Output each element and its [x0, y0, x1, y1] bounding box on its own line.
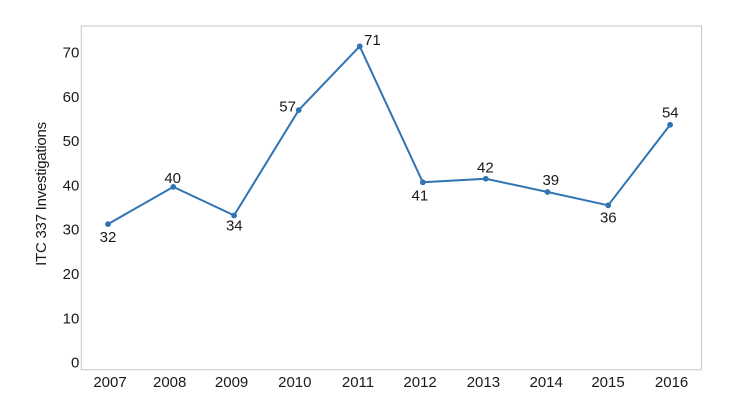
svg-text:0: 0: [71, 355, 79, 372]
svg-text:ITC 337 Investigations: ITC 337 Investigations: [33, 122, 50, 266]
svg-text:2010: 2010: [278, 374, 311, 391]
svg-text:36: 36: [600, 210, 617, 227]
svg-text:2016: 2016: [655, 374, 688, 391]
svg-text:70: 70: [63, 45, 80, 62]
svg-text:40: 40: [164, 170, 181, 187]
svg-text:2012: 2012: [403, 374, 436, 391]
svg-text:40: 40: [63, 177, 80, 194]
svg-text:20: 20: [63, 266, 80, 283]
svg-text:2014: 2014: [530, 374, 563, 391]
svg-text:42: 42: [477, 160, 494, 177]
svg-text:2011: 2011: [342, 374, 374, 391]
svg-text:60: 60: [63, 89, 80, 106]
svg-text:34: 34: [226, 217, 243, 234]
svg-text:30: 30: [63, 222, 80, 239]
svg-text:39: 39: [542, 172, 559, 189]
svg-text:2007: 2007: [93, 374, 126, 391]
svg-text:71: 71: [364, 32, 381, 49]
svg-text:32: 32: [100, 229, 117, 246]
svg-text:10: 10: [63, 310, 80, 327]
svg-text:2015: 2015: [591, 374, 624, 391]
svg-text:2008: 2008: [153, 374, 186, 391]
svg-text:54: 54: [662, 104, 679, 121]
svg-text:2009: 2009: [215, 374, 248, 391]
svg-text:50: 50: [63, 133, 80, 150]
svg-text:41: 41: [412, 187, 429, 204]
svg-text:57: 57: [279, 99, 296, 116]
svg-text:2013: 2013: [467, 374, 500, 391]
